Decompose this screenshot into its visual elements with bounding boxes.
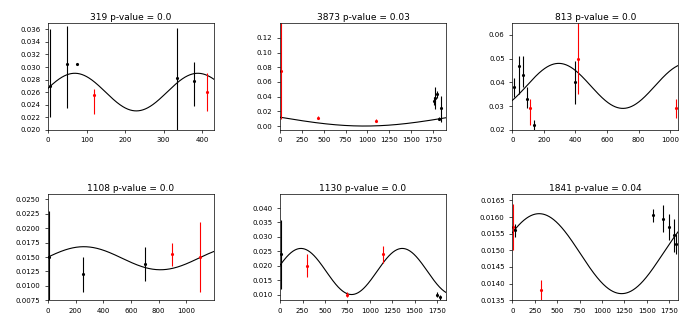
Title: 1130 p-value = 0.0: 1130 p-value = 0.0: [319, 184, 407, 193]
Title: 1108 p-value = 0.0: 1108 p-value = 0.0: [87, 184, 175, 193]
Title: 1841 p-value = 0.04: 1841 p-value = 0.04: [549, 184, 642, 193]
Title: 813 p-value = 0.0: 813 p-value = 0.0: [555, 13, 636, 22]
Title: 3873 p-value = 0.03: 3873 p-value = 0.03: [316, 13, 410, 22]
Title: 319 p-value = 0.0: 319 p-value = 0.0: [90, 13, 171, 22]
